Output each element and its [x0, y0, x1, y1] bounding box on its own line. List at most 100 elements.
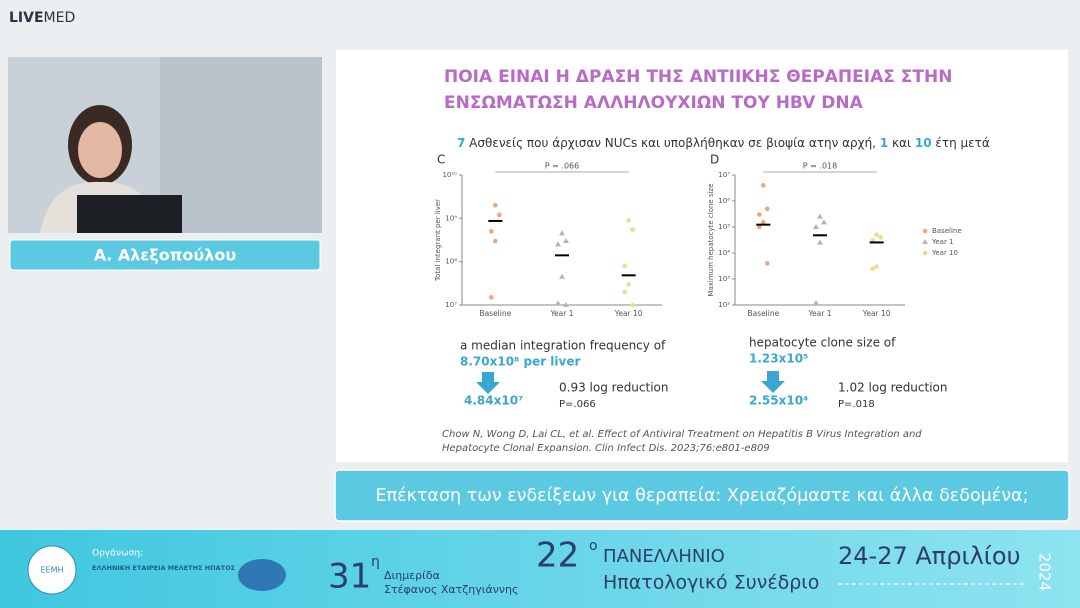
data-point	[563, 302, 569, 307]
note-reduction: 1.02 log reduction	[838, 381, 948, 395]
speaker-name: Α. Αλεξοπούλου	[94, 246, 236, 265]
panel-label: D	[710, 153, 719, 167]
org-name: ΕΛΛΗΝΙΚΗ ΕΤΑΙΡΕΙΑ ΜΕΛΕΤΗΣ ΗΠΑΤΟΣ	[92, 564, 235, 572]
data-point	[878, 235, 883, 240]
note-end: 4.84x10⁷	[464, 394, 523, 408]
legend-marker	[922, 239, 928, 244]
data-point	[493, 202, 498, 208]
note-end: 2.55x10⁴	[749, 394, 808, 408]
data-point	[559, 230, 565, 236]
data-point	[563, 237, 569, 243]
y-tick-label: 10⁷	[718, 171, 730, 179]
x-tick-label: Year 1	[807, 309, 831, 318]
data-point	[555, 241, 561, 247]
data-point	[817, 239, 823, 245]
subtitle-text: έτη μετά	[932, 136, 990, 150]
y-tick-label: 10⁹	[445, 214, 457, 222]
y-tick-label: 10⁴	[718, 249, 730, 257]
data-point	[765, 261, 770, 266]
data-point	[765, 206, 770, 212]
legend-label: Year 1	[931, 238, 954, 246]
y-tick-label: 10¹⁰	[442, 171, 457, 179]
edition: 31	[328, 557, 371, 597]
subtitle-text: και	[888, 136, 915, 150]
liver-icon	[238, 559, 286, 591]
x-tick-label: Baseline	[479, 309, 511, 318]
data-point	[817, 213, 823, 219]
p-value: P = .018	[803, 162, 837, 171]
arrow	[761, 371, 785, 393]
note-intro: hepatocyte clone size of	[749, 336, 896, 350]
year: 2024	[1036, 553, 1054, 591]
y-axis-label: Maximum hepatocyte clone size	[707, 183, 715, 296]
x-tick-label: Baseline	[747, 309, 779, 318]
data-point	[870, 266, 875, 271]
congress-subtitle: Ηπατολογικό Συνέδριο	[603, 572, 819, 594]
y-tick-label: 10⁵	[718, 223, 730, 231]
count: 10	[915, 136, 932, 150]
data-point	[630, 227, 635, 232]
honoree: Στέφανος Χατζηγιάννης	[384, 583, 518, 596]
legend-marker	[922, 250, 928, 256]
data-point	[874, 264, 879, 269]
data-point	[497, 212, 502, 218]
data-point	[761, 220, 766, 225]
slide-subtitle: 7 Ασθενείς που άρχισαν NUCs και υποβλήθη…	[457, 136, 990, 150]
note-start: 1.23x10⁵	[749, 352, 808, 366]
dates: 24-27 Απριλίου	[838, 542, 1020, 570]
y-axis-label: Total integrant per liver	[434, 199, 442, 282]
video-backdrop	[160, 57, 322, 233]
data-point	[489, 229, 494, 234]
speaker-face	[78, 122, 122, 178]
data-point	[821, 219, 827, 225]
logo-bold: LIVE	[9, 10, 44, 26]
y-tick-label: 10³	[718, 275, 730, 283]
org-logo-text: ΕΕΜΗ	[40, 566, 63, 575]
data-point	[626, 218, 631, 223]
data-point	[874, 232, 879, 238]
edition-sup: η	[371, 554, 380, 570]
org-label: Οργάνωση:	[92, 549, 143, 559]
congress-title: ΠΑΝΕΛΛΗΝΙΟ	[603, 546, 725, 567]
data-point	[813, 224, 819, 229]
data-point	[559, 273, 565, 279]
arrow	[476, 372, 500, 394]
legend-label: Year 10	[931, 249, 958, 257]
banner	[0, 530, 1080, 608]
data-point	[757, 212, 762, 217]
slide-title: ΕΝΣΩΜΑΤΩΣΗ ΑΛΛΗΛΟΥΧΙΩΝ ΤΟΥ HBV DNA	[444, 93, 864, 113]
count: 1	[880, 136, 888, 150]
lectern	[77, 195, 182, 233]
name-bar	[9, 239, 321, 271]
data-point	[555, 300, 561, 306]
count: 7	[457, 136, 465, 150]
logo: LIVEMED	[9, 10, 75, 26]
data-point	[757, 224, 762, 230]
congress-number: 22	[536, 536, 579, 576]
subtitle-text: Ασθενείς που άρχισαν NUCs και υποβλήθηκα…	[465, 136, 879, 150]
y-tick-label: 10²	[718, 301, 730, 309]
data-point	[813, 299, 819, 305]
x-tick-label: Year 1	[549, 309, 573, 318]
data-point	[493, 238, 498, 244]
citation: Chow N, Wong D, Lai CL, et al. Effect of…	[442, 429, 922, 440]
event: Διημερίδα	[384, 569, 440, 582]
data-point	[761, 183, 766, 188]
logo-light: MED	[44, 10, 76, 26]
slide-title: ΠΟΙΑ ΕΙΝΑΙ Η ΔΡΑΣΗ ΤΗΣ ΑΝΤΙΙΚΗΣ ΘΕΡΑΠΕΙΑ…	[444, 67, 952, 87]
caption-box	[334, 469, 1070, 522]
y-tick-label: 10⁶	[718, 197, 730, 205]
panel-label: C	[437, 153, 445, 167]
congress-sup: ο	[589, 538, 598, 554]
p-value: P = .066	[545, 162, 579, 171]
note-intro: a median integration frequency of	[460, 339, 666, 353]
org-logo	[27, 545, 77, 595]
citation: Hepatocyte Clonal Expansion. Clin Infect…	[442, 443, 770, 454]
legend-marker	[922, 228, 928, 234]
slide	[336, 50, 1068, 462]
note-p: P=.066	[559, 399, 596, 410]
x-tick-label: Year 10	[614, 309, 643, 318]
y-tick-label: 10⁸	[445, 258, 457, 266]
